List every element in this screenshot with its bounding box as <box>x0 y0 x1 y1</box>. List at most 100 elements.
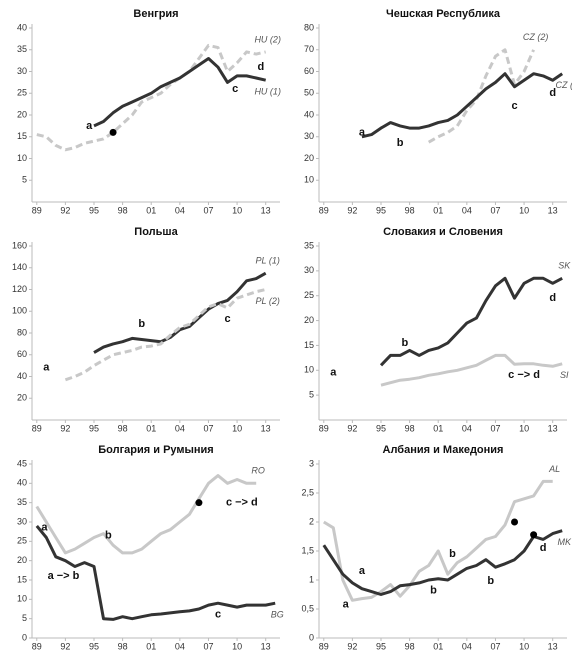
x-tick-label: 10 <box>232 423 242 433</box>
y-tick-label: 20 <box>17 393 27 403</box>
series-label: AL <box>548 464 560 474</box>
y-tick-label: 60 <box>304 66 314 76</box>
annotation: a −> b <box>48 570 80 582</box>
chart-title: Болгария и Румыния <box>98 444 213 456</box>
y-tick-label: 40 <box>17 22 27 32</box>
x-tick-label: 07 <box>490 423 500 433</box>
y-tick-label: 25 <box>17 536 27 546</box>
x-tick-label: 04 <box>175 641 185 651</box>
x-tick-label: 95 <box>89 423 99 433</box>
x-tick-label: 07 <box>203 423 213 433</box>
panel: Болгария и Румыния 0 5 10 15 20 25 30 35 40 45 89 92… <box>17 444 284 651</box>
series-label: HU (1) <box>254 87 281 97</box>
annotation: c <box>224 313 230 325</box>
x-tick-label: 98 <box>118 205 128 215</box>
x-tick-label: 13 <box>548 205 558 215</box>
x-tick-label: 04 <box>462 423 472 433</box>
x-tick-label: 89 <box>32 205 42 215</box>
series-label: RO <box>251 466 265 476</box>
x-tick-label: 92 <box>60 641 70 651</box>
x-tick-label: 07 <box>490 205 500 215</box>
y-tick-label: 10 <box>304 175 314 185</box>
y-tick-label: 20 <box>304 153 314 163</box>
x-tick-label: 04 <box>462 205 472 215</box>
x-tick-label: 95 <box>89 641 99 651</box>
y-tick-label: 30 <box>17 516 27 526</box>
panel: Албания и Македония 0 0,5 1 1,5 2 2,5 3 89 92 95 98… <box>301 444 571 651</box>
series-line <box>35 524 276 621</box>
series-line <box>93 57 267 128</box>
y-tick-label: 1,5 <box>301 545 314 555</box>
x-tick-label: 07 <box>203 641 213 651</box>
x-tick-label: 89 <box>319 205 329 215</box>
x-tick-label: 10 <box>519 205 529 215</box>
series-line <box>64 288 267 382</box>
panel: Чешская Республика 10 20 30 40 50 60 70 80 89 92 95… <box>304 8 573 215</box>
x-tick-label: 13 <box>261 423 271 433</box>
series-label: SI <box>560 370 569 380</box>
series-label: MK <box>557 537 571 547</box>
annotation: b <box>487 575 494 587</box>
x-tick-label: 10 <box>519 641 529 651</box>
series-label: PL (1) <box>256 256 280 266</box>
y-tick-label: 80 <box>17 327 27 337</box>
annotation: d <box>549 87 556 99</box>
annotation: a <box>343 598 350 610</box>
y-tick-label: 140 <box>12 262 27 272</box>
x-tick-label: 98 <box>405 641 415 651</box>
x-tick-label: 07 <box>203 205 213 215</box>
y-tick-label: 0 <box>22 632 27 642</box>
y-tick-label: 40 <box>17 478 27 488</box>
y-tick-label: 30 <box>304 265 314 275</box>
chart-title: Словакия и Словения <box>383 226 503 238</box>
y-tick-label: 5 <box>22 613 27 623</box>
marker-dot <box>511 518 519 526</box>
annotation: d <box>540 542 547 554</box>
x-tick-label: 04 <box>462 641 472 651</box>
x-tick-label: 92 <box>347 423 357 433</box>
x-tick-label: 89 <box>32 423 42 433</box>
x-tick-label: 92 <box>60 205 70 215</box>
x-tick-label: 10 <box>232 205 242 215</box>
y-tick-label: 15 <box>304 340 314 350</box>
annotation: b <box>138 318 145 330</box>
series-line <box>379 276 563 367</box>
chart-title: Польша <box>134 226 178 238</box>
annotation: c −> d <box>226 497 258 509</box>
annotation: d <box>258 61 265 73</box>
x-tick-label: 95 <box>89 205 99 215</box>
series-line <box>36 43 267 152</box>
annotation: c −> d <box>508 369 540 381</box>
x-tick-label: 98 <box>118 423 128 433</box>
panel: Польша 20 40 60 80 100 120 140 160 89 92 95 98 01 04 07… <box>12 226 280 433</box>
annotation: a <box>330 367 337 379</box>
y-tick-label: 15 <box>17 574 27 584</box>
series-line <box>93 271 267 354</box>
x-tick-label: 01 <box>146 205 156 215</box>
x-tick-label: 01 <box>433 423 443 433</box>
annotation: a <box>43 362 50 374</box>
x-tick-label: 98 <box>118 641 128 651</box>
x-tick-label: 13 <box>261 205 271 215</box>
y-tick-label: 30 <box>304 131 314 141</box>
y-tick-label: 40 <box>304 109 314 119</box>
y-tick-label: 60 <box>17 349 27 359</box>
y-tick-label: 20 <box>17 109 27 119</box>
y-tick-label: 80 <box>304 22 314 32</box>
y-tick-label: 2 <box>309 516 314 526</box>
marker-dot <box>109 128 117 136</box>
series-label: PL (2) <box>256 296 280 306</box>
x-tick-label: 89 <box>32 641 42 651</box>
y-tick-label: 3 <box>309 458 314 468</box>
x-tick-label: 92 <box>347 641 357 651</box>
y-tick-label: 70 <box>304 44 314 54</box>
x-tick-label: 89 <box>319 423 329 433</box>
y-tick-label: 100 <box>12 306 27 316</box>
series-label: CZ ( <box>555 80 573 90</box>
y-tick-label: 1 <box>309 574 314 584</box>
y-tick-label: 0,5 <box>301 603 314 613</box>
series-line <box>427 48 535 144</box>
y-tick-label: 2,5 <box>301 487 314 497</box>
x-tick-label: 07 <box>490 641 500 651</box>
